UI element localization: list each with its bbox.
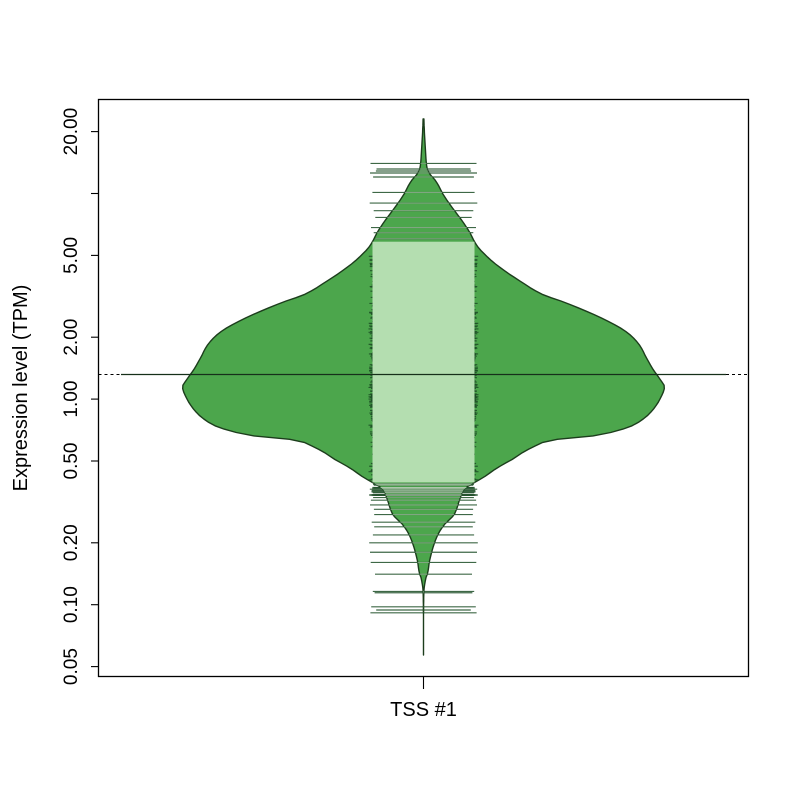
svg-text:0.20: 0.20	[61, 524, 82, 561]
svg-text:0.50: 0.50	[61, 443, 82, 480]
svg-text:20.00: 20.00	[61, 108, 82, 156]
svg-text:Expression level (TPM): Expression level (TPM)	[10, 285, 32, 492]
svg-text:1.00: 1.00	[61, 381, 82, 418]
svg-text:5.00: 5.00	[61, 237, 82, 274]
svg-text:0.05: 0.05	[61, 648, 82, 685]
svg-text:2.00: 2.00	[61, 319, 82, 356]
svg-text:TSS #1: TSS #1	[390, 699, 457, 721]
svg-text:0.10: 0.10	[61, 586, 82, 623]
